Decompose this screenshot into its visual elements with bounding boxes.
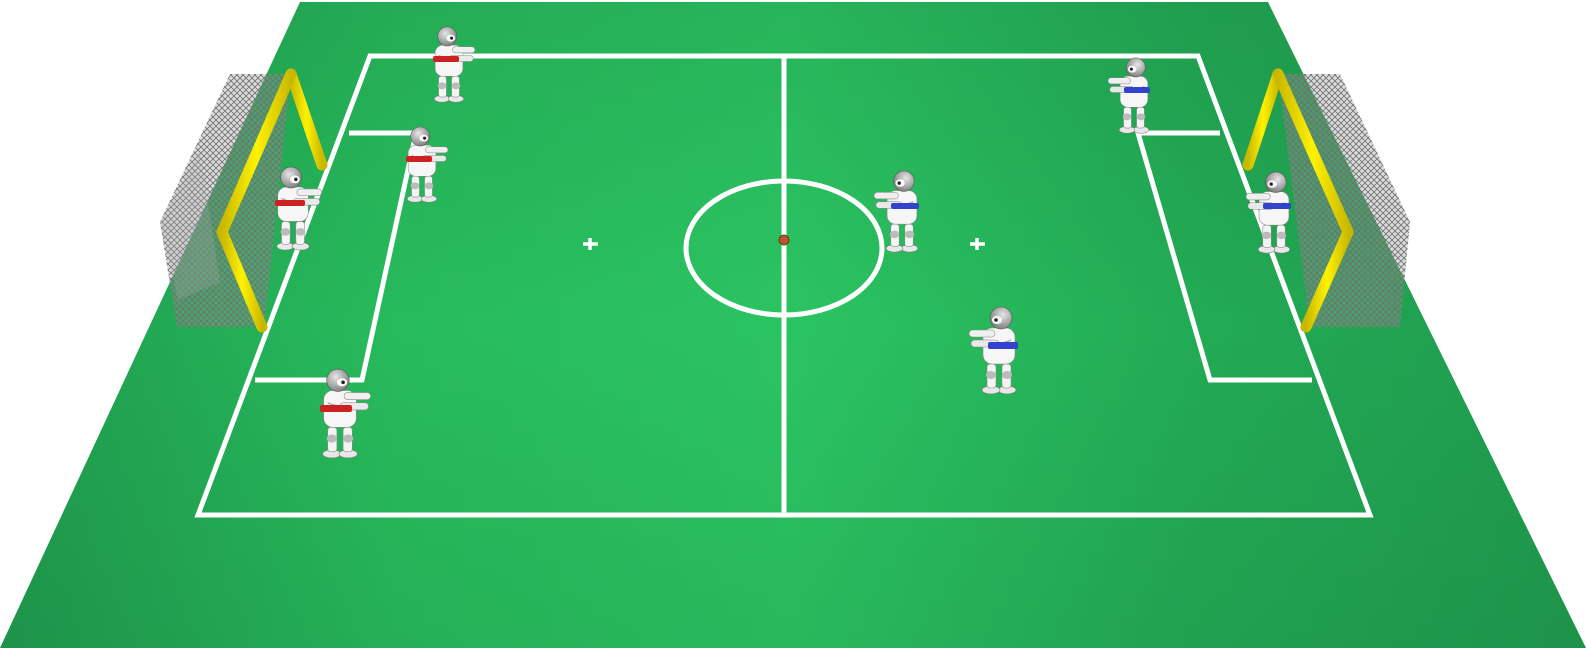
- robot-blue-3[interactable]: [1245, 171, 1291, 254]
- red-team: [275, 26, 476, 459]
- field-marks: [583, 238, 985, 250]
- left-penalty-area: [255, 130, 420, 383]
- robot-red-1[interactable]: [433, 26, 476, 103]
- robot-red-3[interactable]: [275, 166, 323, 251]
- robot-red-4[interactable]: [320, 368, 372, 459]
- robot-red-2[interactable]: [406, 126, 449, 203]
- ball[interactable]: [778, 234, 790, 246]
- center-circle: [683, 178, 885, 318]
- blue-team: [873, 57, 1291, 395]
- right-goal: [1242, 68, 1410, 333]
- field-boundary: [194, 53, 1374, 518]
- field-lines: [194, 53, 1374, 518]
- robot-blue-4[interactable]: [968, 306, 1018, 395]
- robot-blue-1[interactable]: [1107, 57, 1150, 134]
- left-goal: [160, 68, 328, 333]
- right-penalty-area: [1134, 130, 1312, 383]
- robot-blue-2[interactable]: [873, 170, 919, 253]
